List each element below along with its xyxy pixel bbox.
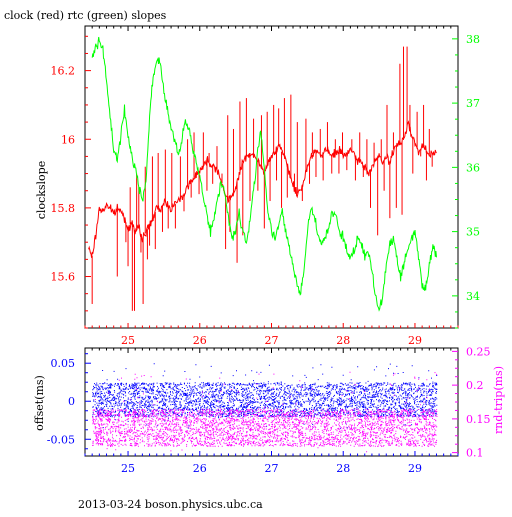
top-y2-tick-label: 36 (466, 161, 480, 174)
bottom-y-tick-label: -0.05 (47, 433, 75, 446)
top-y-tick-label: 16 (61, 133, 75, 146)
top-x-tick-label: 28 (336, 334, 350, 347)
top-x-tick-label: 25 (121, 334, 135, 347)
bottom-y2-tick-label: 0.1 (466, 447, 484, 460)
top-x-tick-label: 27 (265, 334, 279, 347)
top-y-tick-label: 15.6 (51, 271, 76, 284)
top-y-tick-label: 15.8 (51, 202, 76, 215)
bottom-y2-tick-label: 0.15 (466, 413, 491, 426)
top-y-axis-label: clockslope (35, 161, 48, 219)
bottom-x-tick-label: 26 (193, 462, 207, 475)
bottom-x-tick-label: 25 (121, 462, 135, 475)
bottom-y2-axis-label: rnd-trip(ms) (492, 366, 505, 434)
bottom-y-axis-label: offset(ms) (33, 375, 46, 431)
series-offset-points (92, 363, 438, 429)
series-rnd-trip-points (92, 371, 438, 453)
series-rtc-line (91, 36, 437, 312)
top-y2-tick-label: 38 (466, 33, 480, 46)
bottom-y2-tick-label: 0.25 (466, 345, 491, 358)
bottom-x-tick-label: 27 (265, 462, 279, 475)
top-y2-tick-label: 34 (466, 290, 480, 303)
bottom-y2-tick-label: 0.2 (466, 379, 484, 392)
top-y-tick-label: 16.2 (51, 65, 76, 78)
chart-title: clock (red) rtc (green) slopes (4, 9, 167, 22)
bottom-x-tick-label: 29 (408, 462, 422, 475)
footer-text: 2013-03-24 boson.physics.ubc.ca (78, 498, 263, 511)
chart-marks: 25 26 27 28 29 15.6 15.8 16 16.2 34 35 36 37 38 25 26 27… (47, 26, 491, 475)
top-y2-tick-label: 37 (466, 97, 480, 110)
top-x-tick-label: 26 (193, 334, 207, 347)
bottom-x-tick-label: 28 (336, 462, 350, 475)
top-y2-tick-label: 35 (466, 226, 480, 239)
bottom-y-tick-label: 0 (68, 395, 75, 408)
top-x-tick-label: 29 (408, 334, 422, 347)
bottom-y-tick-label: 0.05 (51, 357, 76, 370)
series-clock-line (88, 120, 437, 258)
